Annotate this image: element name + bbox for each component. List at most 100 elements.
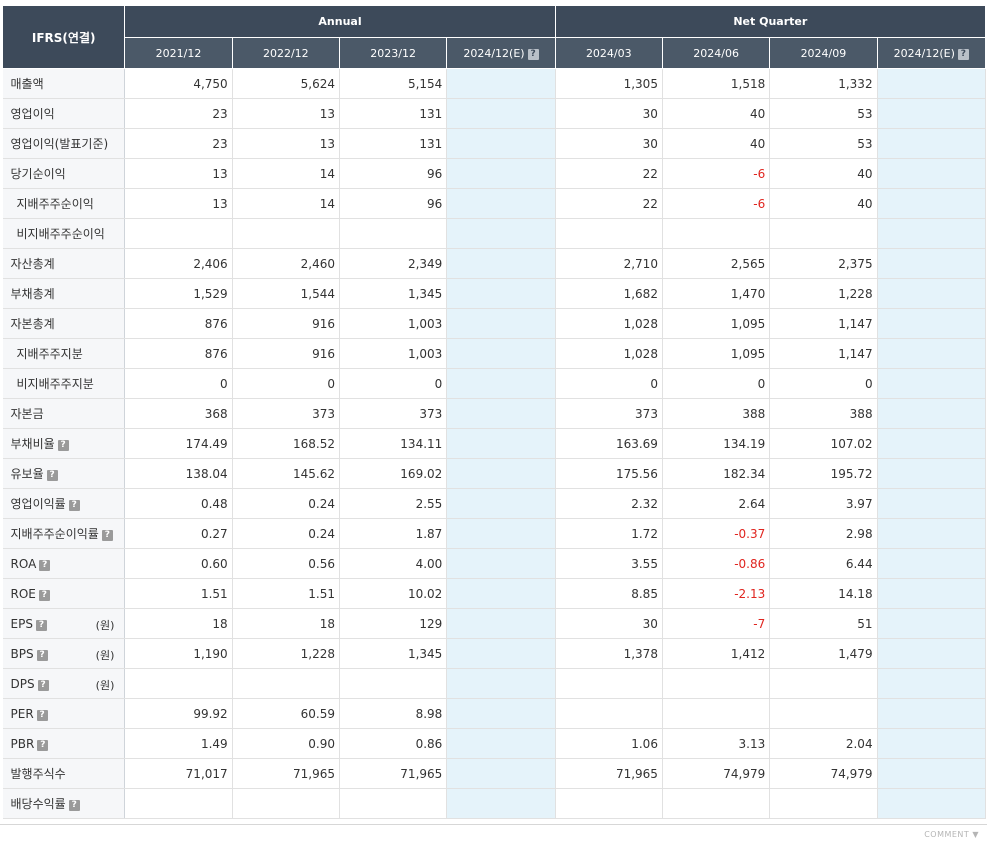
table-cell: 53	[769, 98, 878, 129]
row-label-text: BPS	[10, 646, 34, 661]
table-cell: 0.60	[124, 548, 233, 579]
help-icon[interactable]: ?	[37, 739, 49, 751]
table-cell: 71,965	[555, 758, 663, 789]
table-cell	[446, 158, 556, 189]
table-cell: 1,544	[232, 278, 340, 309]
column-header: 2024/06	[661, 37, 771, 69]
table-cell	[877, 278, 987, 309]
row-label: 부채총계	[2, 278, 126, 309]
help-icon[interactable]: ?	[101, 530, 113, 541]
unit-label: (원)	[95, 679, 115, 692]
comment-toggle[interactable]: COMMENT ▼	[924, 830, 979, 839]
row-label: 지배주주순이익률?	[2, 518, 126, 549]
help-icon[interactable]: ?	[36, 709, 48, 721]
table-row: ROA? 0.60 0.56 4.00 3.55 -0.86 6.44	[2, 548, 987, 579]
table-cell: 876	[124, 338, 233, 369]
help-icon[interactable]: ?	[68, 800, 80, 811]
row-label-text: 발행주식수	[10, 767, 66, 781]
row-label-text: ROA	[10, 556, 37, 571]
table-cell: 2.04	[769, 728, 878, 759]
financial-table: IFRS(연결) Annual Net Quarter 2021/12 2022…	[1, 6, 987, 819]
row-label-text: 지배주주지분	[16, 347, 83, 361]
table-cell: 163.69	[555, 428, 663, 459]
row-label-text: 영업이익(발표기준)	[10, 137, 109, 151]
table-cell: 5,154	[339, 68, 448, 99]
row-label-text: 영업이익	[10, 107, 55, 121]
table-cell	[877, 728, 987, 759]
help-icon[interactable]: ?	[38, 589, 50, 601]
table-cell: 107.02	[769, 428, 878, 459]
table-row: 지배주주순이익 13 14 96 22 -6 40	[2, 188, 987, 219]
table-cell: 1,470	[662, 278, 771, 309]
row-label: 자본총계	[2, 308, 126, 339]
table-row: 영업이익 23 13 131 30 40 53	[2, 98, 987, 129]
help-icon[interactable]: ?	[68, 500, 80, 511]
table-cell: 40	[662, 128, 771, 159]
table-cell: 1.51	[124, 578, 233, 609]
table-cell: 74,979	[662, 758, 771, 789]
table-cell: 23	[124, 128, 233, 159]
table-cell: 1,412	[662, 638, 771, 669]
row-label: 당기순이익	[2, 158, 126, 189]
table-row: PER? 99.92 60.59 8.98	[2, 698, 987, 729]
table-cell: 138.04	[124, 458, 233, 489]
column-header: 2022/12	[231, 37, 340, 69]
table-cell	[446, 758, 556, 789]
help-icon[interactable]: ?	[46, 470, 58, 481]
table-cell	[339, 788, 448, 819]
table-cell: 74,979	[769, 758, 878, 789]
table-cell	[555, 788, 663, 819]
row-label: 영업이익률?	[2, 488, 126, 519]
table-cell: 169.02	[339, 458, 448, 489]
table-cell: 1,003	[339, 338, 448, 369]
row-label-text: 자본총계	[10, 317, 55, 331]
help-icon[interactable]: ?	[36, 649, 48, 661]
table-cell	[232, 218, 340, 249]
table-cell: 1.72	[555, 518, 663, 549]
table-row: BPS? (원) 1,190 1,228 1,345 1,378 1,412 1,479	[2, 638, 987, 669]
table-cell	[877, 188, 987, 219]
help-icon[interactable]: ?	[957, 48, 969, 60]
table-cell: 2,460	[232, 248, 340, 279]
row-label-text: PBR	[10, 736, 35, 751]
help-icon[interactable]: ?	[39, 559, 51, 571]
table-cell: 373	[555, 398, 663, 429]
row-label: ROA?	[2, 548, 126, 579]
help-icon[interactable]: ?	[527, 48, 539, 60]
table-cell: 0.86	[339, 728, 448, 759]
table-cell: 1.87	[339, 518, 448, 549]
table-cell: 195.72	[769, 458, 878, 489]
row-label-text: 부채비율	[10, 437, 55, 451]
row-label-text: 지배주주순이익	[16, 197, 94, 211]
table-cell: 96	[339, 158, 448, 189]
row-label: ROE?	[2, 578, 126, 609]
table-cell: 0	[662, 368, 771, 399]
table-cell: 2.55	[339, 488, 448, 519]
help-icon[interactable]: ?	[37, 679, 49, 691]
row-label-text: PER	[10, 706, 34, 721]
table-cell: 99.92	[124, 698, 233, 729]
table-row: 자본총계 876 916 1,003 1,028 1,095 1,147	[2, 308, 987, 339]
table-cell	[446, 518, 556, 549]
table-cell: 22	[555, 158, 663, 189]
table-cell: 1,095	[662, 338, 771, 369]
column-header: 2024/09	[769, 37, 878, 69]
column-header: 2023/12	[338, 37, 448, 69]
column-header-estimate: 2024/12(E)?	[876, 37, 987, 69]
column-header-estimate: 2024/12(E)?	[446, 37, 556, 69]
table-row: ROE? 1.51 1.51 10.02 8.85 -2.13 14.18	[2, 578, 987, 609]
table-cell: 388	[662, 398, 771, 429]
table-cell: 2.32	[555, 488, 663, 519]
table-row: 자산총계 2,406 2,460 2,349 2,710 2,565 2,375	[2, 248, 987, 279]
table-cell: 71,965	[339, 758, 448, 789]
table-cell: 916	[232, 338, 340, 369]
table-cell	[446, 788, 556, 819]
table-cell: 13	[124, 188, 233, 219]
row-label: BPS? (원)	[2, 638, 126, 669]
help-icon[interactable]: ?	[35, 619, 47, 631]
table-cell: 71,017	[124, 758, 233, 789]
help-icon[interactable]: ?	[57, 440, 69, 451]
table-cell	[877, 98, 987, 129]
table-cell: 1,028	[555, 308, 663, 339]
table-cell	[339, 218, 448, 249]
